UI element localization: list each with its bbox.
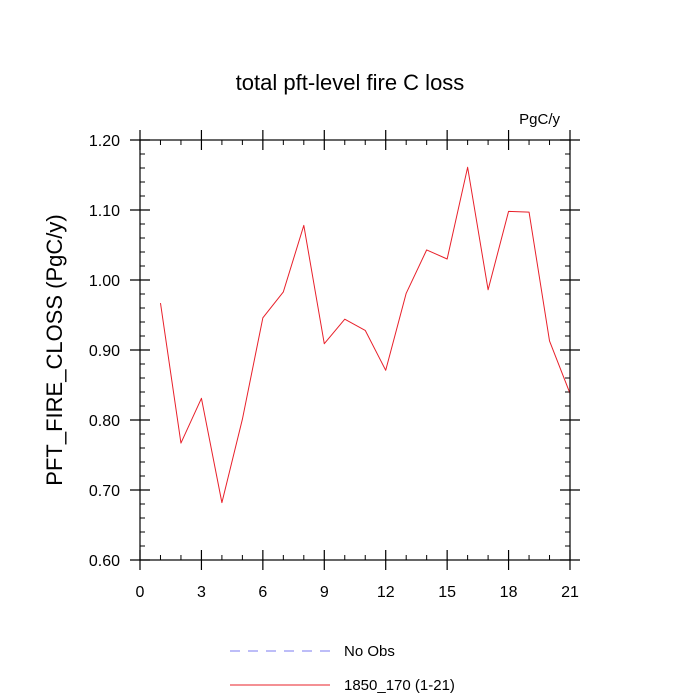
chart-title: total pft-level fire C loss	[236, 70, 465, 95]
x-tick-label: 3	[197, 584, 206, 601]
x-tick-label: 21	[561, 584, 579, 601]
y-axis-label: PFT_FIRE_CLOSS (PgC/y)	[42, 214, 67, 485]
x-tick-label: 0	[136, 584, 145, 601]
x-tick-label: 18	[500, 584, 518, 601]
units-label: PgC/y	[519, 111, 560, 128]
x-tick-label: 12	[377, 584, 395, 601]
series-layer	[159, 166, 571, 504]
series-line	[159, 166, 571, 504]
legend-label-no-obs: No Obs	[344, 643, 395, 660]
y-tick-label: 1.20	[89, 133, 120, 150]
legend: No Obs 1850_170 (1-21)	[230, 643, 455, 694]
x-tick-label: 9	[320, 584, 329, 601]
y-tick-label: 1.00	[89, 273, 120, 290]
y-tick-label: 0.90	[89, 343, 120, 360]
y-tick-label: 0.60	[89, 553, 120, 570]
y-tick-label: 0.70	[89, 483, 120, 500]
axis-ticks	[130, 130, 580, 570]
axis-tick-labels: 0 3 6 9 12 15 18 21 0.60 0.70 0.80 0.90 1.00 1.10 1.20	[89, 133, 579, 601]
plot-frame	[139, 139, 571, 561]
legend-label-1850-170: 1850_170 (1-21)	[344, 677, 455, 694]
y-tick-label: 0.80	[89, 413, 120, 430]
x-tick-label: 6	[258, 584, 267, 601]
x-tick-label: 15	[438, 584, 456, 601]
y-tick-label: 1.10	[89, 203, 120, 220]
